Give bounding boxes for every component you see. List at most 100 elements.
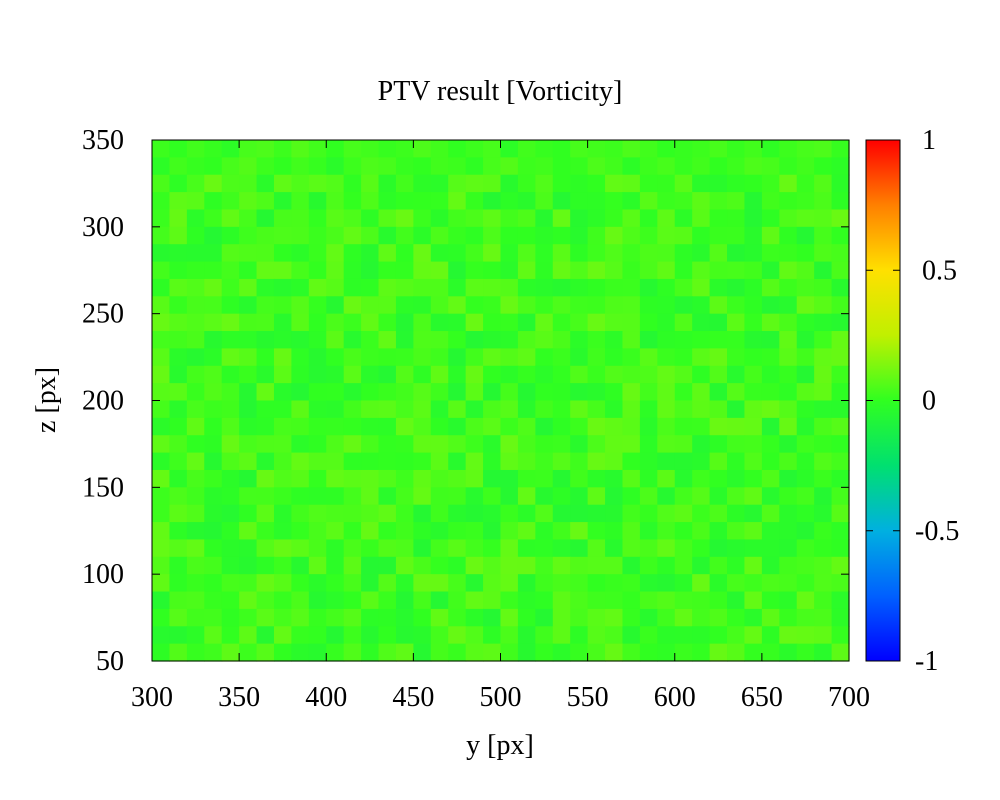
heatmap-cell (639, 469, 658, 488)
heatmap-cell (465, 296, 484, 315)
heatmap-cell (204, 209, 223, 228)
heatmap-cell (378, 400, 397, 419)
heatmap-cell (587, 626, 606, 645)
heatmap-cell (204, 522, 223, 541)
heatmap-cell (256, 331, 275, 349)
heatmap-cell (709, 452, 728, 471)
heatmap-cell (709, 157, 728, 176)
heatmap-cell (221, 539, 240, 558)
heatmap-cell (552, 278, 571, 297)
heatmap-cell (221, 261, 240, 280)
heatmap-cell (605, 261, 624, 280)
heatmap-cell (378, 643, 397, 662)
heatmap-cell (361, 643, 380, 662)
heatmap-cell (796, 244, 815, 263)
heatmap-cell (517, 487, 536, 506)
heatmap-cell (552, 487, 571, 506)
heatmap-cell (779, 192, 798, 211)
heatmap-cell (605, 522, 624, 541)
heatmap-cell (221, 157, 240, 176)
heatmap-cell (605, 192, 624, 211)
heatmap-cell (639, 331, 658, 349)
heatmap-cell (587, 469, 606, 488)
heatmap-cell (169, 591, 188, 610)
heatmap-cell (221, 296, 240, 315)
heatmap-cell (152, 140, 171, 158)
heatmap-cell (361, 522, 380, 541)
heatmap-cell (500, 261, 519, 280)
heatmap-cell (517, 556, 536, 575)
heatmap-cell (413, 278, 432, 297)
heatmap-cell (796, 226, 815, 245)
heatmap-cell (709, 226, 728, 245)
heatmap-cell (674, 608, 693, 627)
heatmap-cell (639, 400, 658, 419)
heatmap-cell (430, 226, 449, 245)
heatmap-cell (814, 435, 833, 454)
heatmap-cell (587, 226, 606, 245)
heatmap-cell (831, 487, 850, 506)
heatmap-cell (186, 626, 205, 645)
heatmap-cell (186, 140, 205, 158)
heatmap-cell (221, 591, 240, 610)
heatmap-cell (605, 643, 624, 662)
heatmap-cell (796, 574, 815, 593)
heatmap-cell (779, 226, 798, 245)
heatmap-cell (169, 643, 188, 662)
heatmap-cell (273, 174, 293, 193)
heatmap-cell (465, 435, 484, 454)
heatmap-cell (622, 296, 641, 315)
heatmap-cell (430, 313, 449, 332)
heatmap-cell (796, 539, 815, 558)
heatmap-cell (152, 174, 171, 193)
heatmap-cell (326, 226, 345, 245)
heatmap-cell (535, 157, 554, 176)
heatmap-cell (727, 608, 746, 627)
heatmap-cell (204, 244, 223, 263)
heatmap-cell (308, 261, 327, 280)
heatmap-cell (326, 174, 345, 193)
heatmap-cell (465, 174, 484, 193)
heatmap-cell (186, 452, 205, 471)
heatmap-cell (570, 504, 589, 523)
heatmap-cell (727, 417, 746, 436)
heatmap-cell (273, 417, 293, 436)
heatmap-cell (500, 313, 519, 332)
heatmap-cell (761, 226, 780, 245)
heatmap-cell (587, 278, 606, 297)
heatmap-cell (361, 417, 380, 436)
heatmap-cell (204, 174, 223, 193)
heatmap-cell (709, 331, 728, 349)
heatmap-cell (727, 556, 746, 575)
heatmap-cell (500, 556, 519, 575)
heatmap-cell (291, 140, 310, 158)
heatmap-cell (796, 383, 815, 402)
heatmap-cell (552, 400, 571, 419)
heatmap-cell (639, 261, 658, 280)
heatmap-cell (814, 556, 833, 575)
heatmap-cell (796, 365, 815, 384)
heatmap-cell (709, 643, 728, 662)
heatmap-cell (221, 556, 240, 575)
heatmap-cell (239, 365, 258, 384)
heatmap-cell (552, 244, 571, 263)
heatmap-cell (326, 261, 345, 280)
heatmap-cell (622, 261, 641, 280)
heatmap-cell (692, 261, 711, 280)
heatmap-cell (535, 192, 554, 211)
heatmap-cell (186, 365, 205, 384)
heatmap-cell (273, 452, 293, 471)
heatmap-cell (796, 331, 815, 349)
heatmap-cell (152, 608, 171, 627)
heatmap-cell (378, 296, 397, 315)
heatmap-cell (239, 556, 258, 575)
x-tick-label: 300 (131, 682, 173, 713)
x-tick-label: 400 (305, 682, 347, 713)
heatmap-cell (796, 296, 815, 315)
heatmap-cell (483, 452, 502, 471)
heatmap-cell (814, 174, 833, 193)
heatmap-cell (256, 192, 275, 211)
heatmap-cell (395, 435, 414, 454)
heatmap-cell (239, 487, 258, 506)
